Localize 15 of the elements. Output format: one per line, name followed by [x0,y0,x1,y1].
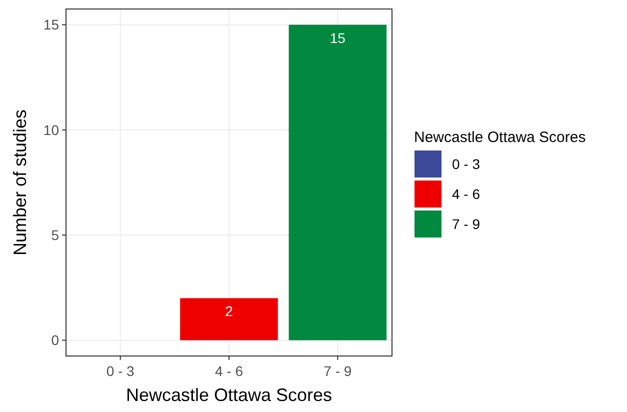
data-label: 2 [225,303,234,320]
legend-title: Newcastle Ottawa Scores [414,129,586,146]
legend-label: 4 - 6 [452,186,480,202]
data-label: 15 [330,30,346,46]
y-tick-label: 15 [43,16,60,33]
x-tick-label: 7 - 9 [324,363,352,379]
x-tick-label: 0 - 3 [106,363,135,379]
legend-label: 7 - 9 [452,216,480,232]
x-tick-label: 4 - 6 [214,363,244,379]
y-tick-label: 10 [43,122,60,138]
legend-label: 0 - 3 [452,156,480,172]
y-axis-title: Number of studies [10,109,30,256]
y-tick-label: 0 [51,332,60,348]
y-tick-label: 5 [51,226,60,243]
x-axis-title: Newcastle Ottawa Scores [126,385,332,405]
